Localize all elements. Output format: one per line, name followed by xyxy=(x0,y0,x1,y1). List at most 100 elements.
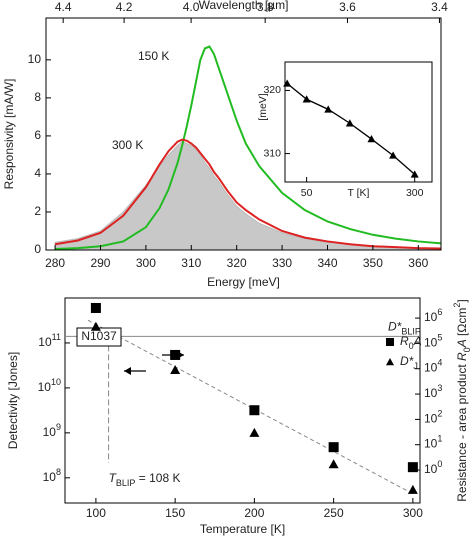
square-marker xyxy=(328,442,339,453)
triangle-marker xyxy=(302,95,311,103)
tblip-label-part: = 108 K xyxy=(135,471,180,485)
x-tick-label: 290 xyxy=(90,256,110,270)
plot-frame xyxy=(64,297,421,504)
y2ticks-label-part: 0 xyxy=(437,459,442,469)
arrow-head xyxy=(177,351,184,359)
y2ticks-label: 106 xyxy=(424,307,442,324)
plot-frame xyxy=(45,17,442,251)
y2-axis-label-part: 2 xyxy=(452,303,462,308)
sample-label: N1037 xyxy=(81,329,117,343)
tblip-label-part: BLIP xyxy=(116,478,136,488)
x-tick-label: 330 xyxy=(272,256,292,270)
x-tick-label: 340 xyxy=(317,256,337,270)
dblip-label: D*BLIP xyxy=(388,320,421,337)
x2-tick-label: 3.4 xyxy=(431,0,448,14)
y-tick-label: 10 xyxy=(28,52,42,66)
y-tick-label: 4 xyxy=(34,166,41,180)
arrow-head xyxy=(124,367,131,375)
triangle-marker xyxy=(410,170,419,178)
x2-tick-label: 4.4 xyxy=(55,0,72,14)
y2ticks-label-part: 5 xyxy=(437,333,442,343)
x2-tick-label: 3.6 xyxy=(339,0,356,14)
x-tick-label: 360 xyxy=(408,256,428,270)
yticks-label-part: 10 xyxy=(38,335,52,349)
y2-axis-label-part: 0 xyxy=(462,347,472,352)
y2ticks-label: 101 xyxy=(424,434,442,451)
y2ticks-label-part: 10 xyxy=(424,310,438,324)
legend-label-part: A xyxy=(413,334,422,348)
tblip-label-part: T xyxy=(109,471,118,485)
y-axis-label: [meV] xyxy=(257,93,269,121)
x-tick-label: 250 xyxy=(324,506,344,520)
tblip-label: TBLIP = 108 K xyxy=(109,471,181,488)
curve-label: 300 K xyxy=(112,138,143,152)
scatter-chart: 50 300 310 320 T [K] [meV] xyxy=(257,61,433,199)
yticks-label-part: 10 xyxy=(43,425,57,439)
yticks-label-part: 10 xyxy=(38,380,52,394)
square-marker xyxy=(249,405,260,416)
y2-axis-label: Resistance - area product R0A [Ωcm2] xyxy=(452,299,472,501)
y2ticks-label-part: 10 xyxy=(424,386,438,400)
y2ticks-label-part: 10 xyxy=(424,412,438,426)
yticks-label-part: 10 xyxy=(43,470,57,484)
triangle-marker xyxy=(90,321,101,331)
triangle-marker xyxy=(283,79,292,87)
x-tick-label: 280 xyxy=(45,256,65,270)
y2ticks-label: 100 xyxy=(424,459,442,476)
dblip-label-part: D* xyxy=(388,320,402,334)
y-tick-label: 6 xyxy=(34,128,41,142)
y2ticks-label-part: 4 xyxy=(437,358,442,368)
curve-label: 150 K xyxy=(138,49,169,63)
x2-axis-label: Wavelength [µm] xyxy=(199,0,289,12)
triangle-marker xyxy=(324,105,333,113)
x-tick-label: 100 xyxy=(86,506,106,520)
x-tick-label: 200 xyxy=(244,506,264,520)
square-marker xyxy=(90,302,101,313)
triangle-marker xyxy=(407,484,418,494)
y-tick-label: 0 xyxy=(34,242,41,256)
yticks-label-part: 8 xyxy=(56,467,61,477)
yticks-label: 1011 xyxy=(38,332,61,349)
y2-axis-label-part: A xyxy=(455,339,469,348)
triangle-marker xyxy=(249,427,260,437)
y2-axis-label-part: [Ωcm xyxy=(455,308,469,340)
yticks-label-part: 11 xyxy=(52,332,61,342)
y-tick-label: 2 xyxy=(34,204,41,218)
y2ticks-label-part: 10 xyxy=(424,462,438,476)
x2-tick-label: 4.0 xyxy=(183,0,200,14)
plot-frame xyxy=(284,61,433,183)
square-marker xyxy=(407,462,418,473)
y-tick-label: 8 xyxy=(34,90,41,104)
yticks-label: 310 xyxy=(263,147,281,159)
x-axis-label: T [K] xyxy=(348,187,370,199)
triangle-marker xyxy=(367,135,376,143)
square-marker xyxy=(386,338,394,346)
x-tick-label: 350 xyxy=(363,256,383,270)
legend-label: R0A xyxy=(400,334,422,351)
legend-label: D*J xyxy=(400,354,418,371)
y2ticks-label-part: 10 xyxy=(424,361,438,375)
y2ticks-label: 104 xyxy=(424,358,442,375)
legend-label-part: R xyxy=(400,334,409,348)
triangle-marker xyxy=(389,151,398,159)
y2-axis-label-part: ] xyxy=(455,299,469,302)
y2ticks-label-part: 2 xyxy=(437,409,442,419)
x-tick-label: 50 xyxy=(301,187,313,199)
y2ticks-label: 103 xyxy=(424,383,442,400)
y2ticks-label-part: 3 xyxy=(437,383,442,393)
x-tick-label: 300 xyxy=(406,187,424,199)
x-axis-label: Temperature [K] xyxy=(200,522,285,536)
legend-label-part: J xyxy=(413,361,418,371)
x2-tick-label: 3.8 xyxy=(257,0,274,14)
x-axis-label: Energy [meV] xyxy=(207,275,280,289)
scatter-chart: 100 150 200 250 3001081091010101110010110210… xyxy=(6,297,472,536)
y2-axis-label-part: Resistance - area product xyxy=(455,361,469,502)
y2ticks-label: 102 xyxy=(424,409,442,426)
y2ticks-label-part: 10 xyxy=(424,336,438,350)
x-tick-label: 300 xyxy=(136,256,156,270)
yticks-label-part: 9 xyxy=(56,422,61,432)
dblip-label-part: BLIP xyxy=(401,327,421,337)
triangle-marker xyxy=(345,119,354,127)
